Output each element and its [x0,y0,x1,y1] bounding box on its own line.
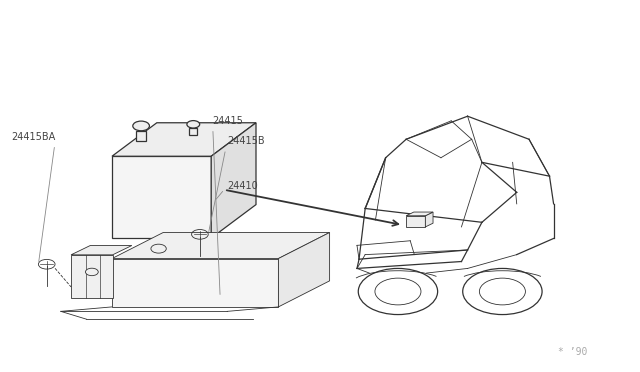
Circle shape [86,268,99,276]
Circle shape [133,121,149,131]
Polygon shape [426,212,433,227]
Polygon shape [189,128,197,135]
Polygon shape [211,123,256,238]
Polygon shape [406,216,426,227]
Polygon shape [278,232,330,307]
Text: 24410: 24410 [216,181,258,199]
Text: 24415BA: 24415BA [12,132,56,262]
Text: 24415B: 24415B [209,137,265,232]
Polygon shape [112,232,330,259]
Polygon shape [406,212,433,216]
Polygon shape [112,156,211,238]
Polygon shape [136,131,146,141]
Circle shape [187,121,200,128]
Polygon shape [71,246,132,255]
Polygon shape [71,255,113,298]
Text: 24415: 24415 [212,116,243,295]
Polygon shape [112,259,278,307]
Text: * ’90: * ’90 [558,347,588,356]
Polygon shape [112,123,256,156]
Circle shape [151,244,166,253]
